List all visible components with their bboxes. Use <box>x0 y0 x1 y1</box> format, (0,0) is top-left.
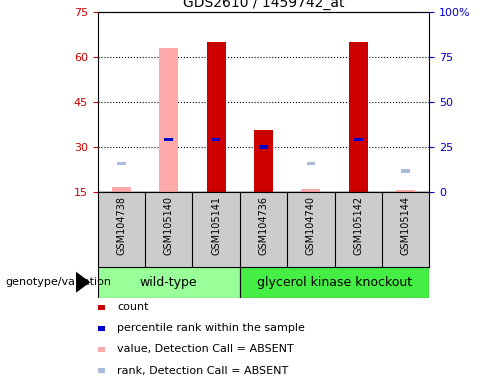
Text: GSM105144: GSM105144 <box>401 196 411 255</box>
Text: genotype/variation: genotype/variation <box>5 277 111 287</box>
Text: GSM104740: GSM104740 <box>306 196 316 255</box>
Text: percentile rank within the sample: percentile rank within the sample <box>117 323 305 333</box>
Bar <box>212 137 221 141</box>
Bar <box>117 162 125 165</box>
Text: value, Detection Call = ABSENT: value, Detection Call = ABSENT <box>117 344 294 354</box>
Text: rank, Detection Call = ABSENT: rank, Detection Call = ABSENT <box>117 366 288 376</box>
Text: GSM105140: GSM105140 <box>163 196 174 255</box>
Bar <box>240 267 429 298</box>
Text: wild-type: wild-type <box>140 276 198 289</box>
Bar <box>206 41 225 192</box>
Bar <box>302 189 321 192</box>
Text: glycerol kinase knockout: glycerol kinase knockout <box>257 276 412 289</box>
Bar <box>259 145 268 149</box>
Bar <box>349 41 368 192</box>
Bar <box>98 267 240 298</box>
Bar <box>164 137 173 141</box>
Bar <box>159 48 178 192</box>
Bar <box>396 190 415 192</box>
Bar <box>112 187 131 192</box>
Bar <box>254 130 273 192</box>
Bar <box>402 169 410 173</box>
Text: count: count <box>117 302 149 312</box>
Text: GSM105141: GSM105141 <box>211 196 221 255</box>
Title: GDS2610 / 1459742_at: GDS2610 / 1459742_at <box>183 0 344 10</box>
Text: GSM105142: GSM105142 <box>353 196 364 255</box>
Text: GSM104736: GSM104736 <box>259 196 268 255</box>
Text: GSM104738: GSM104738 <box>116 196 126 255</box>
Bar <box>306 162 315 165</box>
Polygon shape <box>76 271 90 293</box>
Bar <box>354 137 363 141</box>
